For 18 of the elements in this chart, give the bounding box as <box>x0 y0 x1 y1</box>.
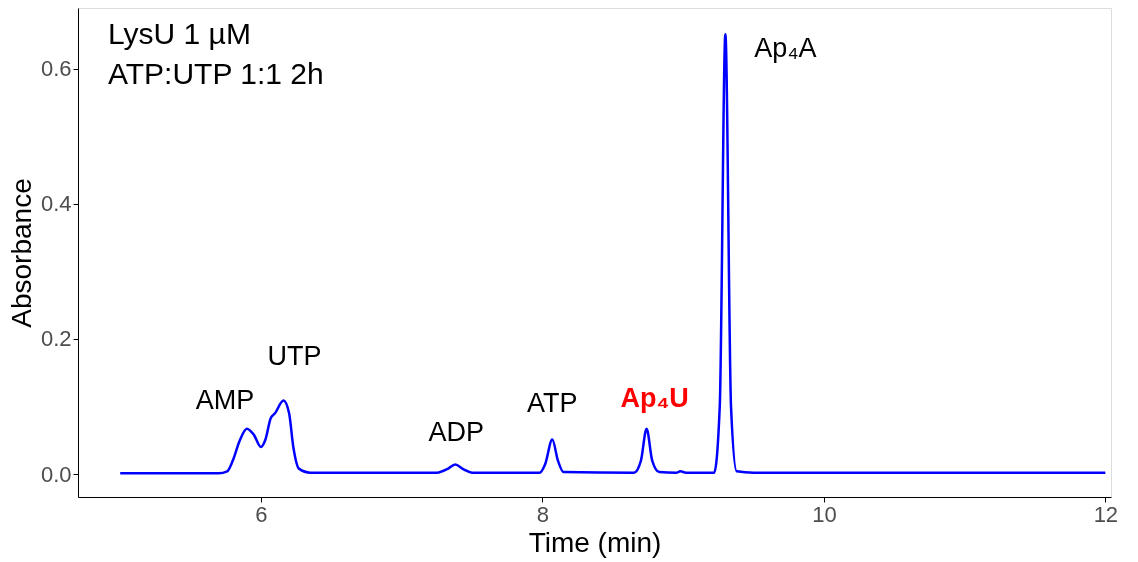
annotation: ADP <box>428 416 484 447</box>
x-tick-label: 8 <box>536 501 550 527</box>
annotation: Ap₄U <box>620 382 689 413</box>
y-tick-label: 0.0 <box>40 461 72 487</box>
y-tick-label: 0.4 <box>40 191 72 217</box>
x-axis-title: Time (min) <box>528 526 662 558</box>
y-tick-label: 0.6 <box>40 56 72 82</box>
annotation: ATP <box>527 387 578 418</box>
y-tick-label: 0.2 <box>40 326 72 352</box>
annotation: AMP <box>195 384 255 415</box>
y-axis-title: Absorbance <box>5 178 37 328</box>
x-tick-label: 10 <box>812 501 837 527</box>
annotation: Ap₄A <box>754 33 817 64</box>
annotation: ATP:UTP 1:1 2h <box>108 57 324 90</box>
x-tick-label: 6 <box>255 501 268 527</box>
annotation: LysU 1 µM <box>108 17 251 50</box>
x-tick-label: 12 <box>1093 501 1119 527</box>
annotation: UTP <box>267 341 322 372</box>
